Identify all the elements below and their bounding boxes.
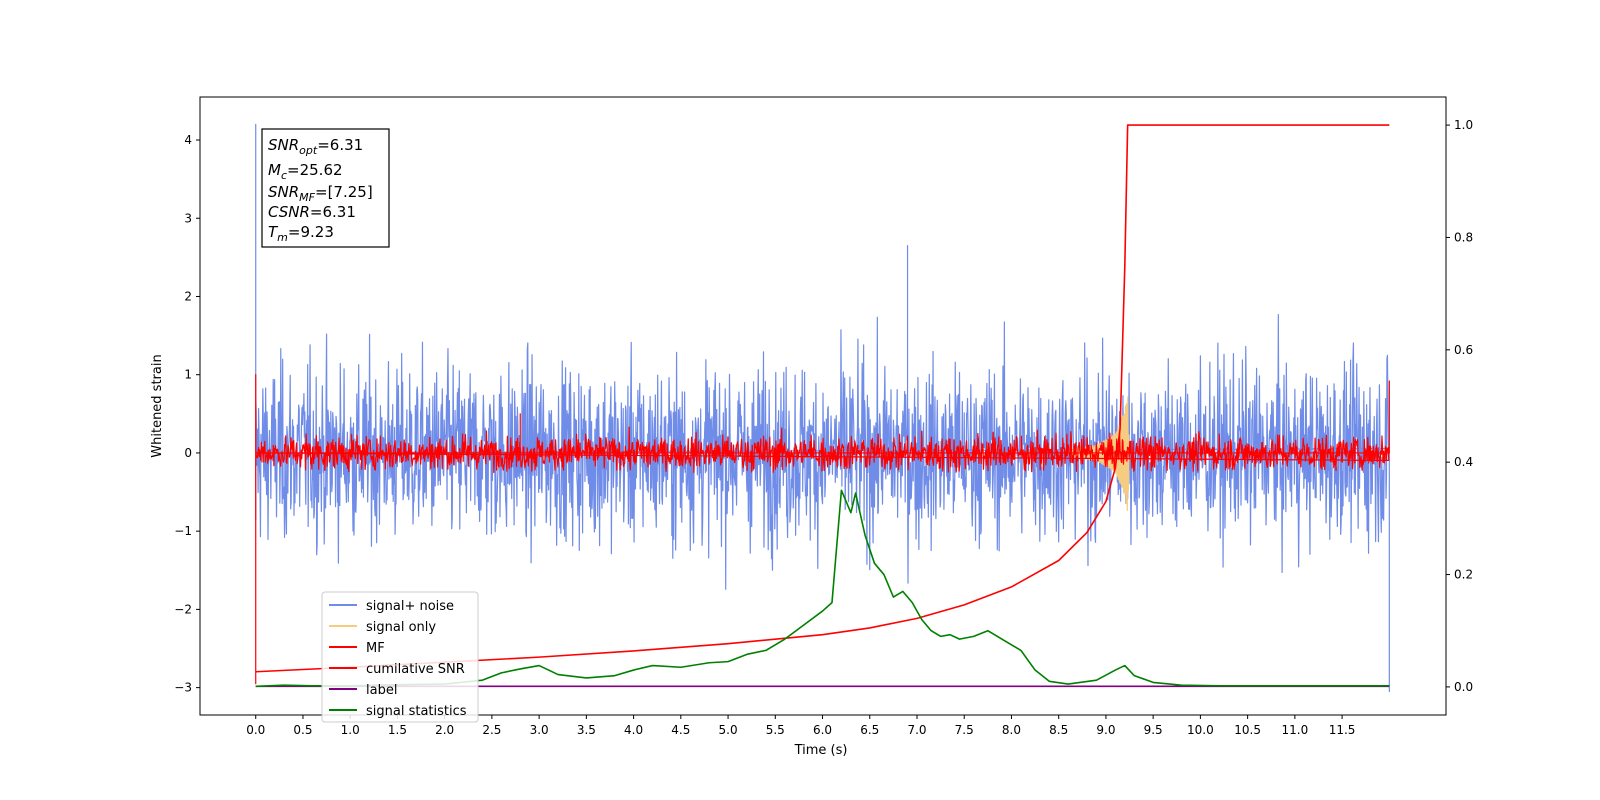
x-tick-label: 3.0 bbox=[530, 723, 549, 737]
y-tick-label: 4 bbox=[184, 133, 192, 147]
info-snr-opt: SNRopt=6.31 bbox=[268, 136, 363, 157]
info-csnr: CSNR=6.31 bbox=[268, 203, 356, 221]
y2-tick-label: 0.4 bbox=[1454, 455, 1473, 469]
series-mf bbox=[255, 374, 1390, 685]
x-tick-label: 8.5 bbox=[1049, 723, 1068, 737]
legend-label-mf: MF bbox=[366, 641, 385, 656]
x-tick-label: 10.5 bbox=[1234, 723, 1261, 737]
y2-tick-label: 0.0 bbox=[1454, 680, 1473, 694]
legend-label-signal-noise: signal+ noise bbox=[366, 599, 454, 614]
x-tick-label: 5.0 bbox=[719, 723, 738, 737]
y-axis-right: 0.0 0.2 0.4 0.6 0.8 1.0 bbox=[1446, 118, 1473, 694]
x-axis: 0.0 0.5 1.0 1.5 2.0 2.5 3.0 3.5 4.0 4.5 5.0 5.5 6.0 6… bbox=[246, 715, 1355, 737]
y2-tick-label: 1.0 bbox=[1454, 118, 1473, 132]
x-tick-label: 7.5 bbox=[955, 723, 974, 737]
legend: signal+ noise signal only MF cumilative … bbox=[321, 591, 479, 723]
y-tick-label: 1 bbox=[184, 368, 192, 382]
info-tm: Tm=9.23 bbox=[268, 223, 334, 244]
legend-label-label: label bbox=[366, 683, 397, 698]
legend-frame bbox=[321, 591, 479, 723]
legend-label-signal-only: signal only bbox=[366, 620, 436, 635]
x-tick-label: 3.5 bbox=[577, 723, 596, 737]
y2-tick-label: 0.6 bbox=[1454, 343, 1473, 357]
x-tick-label: 10.0 bbox=[1187, 723, 1214, 737]
x-tick-label: 11.5 bbox=[1329, 723, 1356, 737]
y-tick-label: 0 bbox=[184, 446, 192, 460]
y-tick-label: −3 bbox=[174, 681, 192, 695]
x-tick-label: 2.5 bbox=[482, 723, 501, 737]
y-tick-label: −1 bbox=[174, 524, 192, 538]
y2-tick-label: 0.8 bbox=[1454, 230, 1473, 244]
series-cumilative-snr bbox=[255, 124, 1390, 673]
x-tick-label: 9.5 bbox=[1144, 723, 1163, 737]
x-tick-label: 1.0 bbox=[341, 723, 360, 737]
x-tick-label: 1.5 bbox=[388, 723, 407, 737]
x-tick-label: 6.5 bbox=[860, 723, 879, 737]
x-tick-label: 4.5 bbox=[671, 723, 690, 737]
info-snr-mf: SNRMF=[7.25] bbox=[268, 183, 373, 204]
x-tick-label: 8.0 bbox=[1002, 723, 1021, 737]
x-tick-label: 2.0 bbox=[435, 723, 454, 737]
info-box: SNRopt=6.31 Mc=25.62 SNRMF=[7.25] CSNR=6… bbox=[261, 128, 390, 248]
y2-tick-label: 0.2 bbox=[1454, 568, 1473, 582]
series-signal-statistics bbox=[255, 489, 1390, 688]
x-tick-label: 4.0 bbox=[624, 723, 643, 737]
x-tick-label: 0.0 bbox=[246, 723, 265, 737]
series-signal-only bbox=[1067, 396, 1130, 511]
y-axis-left: −3 −2 −1 0 1 2 3 4 bbox=[174, 133, 200, 695]
x-tick-label: 9.0 bbox=[1096, 723, 1115, 737]
y-axis-label: Whitened strain bbox=[150, 354, 165, 457]
x-tick-label: 6.0 bbox=[813, 723, 832, 737]
y-tick-label: 3 bbox=[184, 211, 192, 225]
info-box-frame bbox=[261, 128, 390, 248]
legend-label-signal-statistics: signal statistics bbox=[366, 704, 467, 719]
x-tick-label: 11.0 bbox=[1281, 723, 1308, 737]
x-tick-label: 0.5 bbox=[293, 723, 312, 737]
y-tick-label: −2 bbox=[174, 602, 192, 616]
y-tick-label: 2 bbox=[184, 289, 192, 303]
legend-label-cumulative-snr: cumilative SNR bbox=[366, 662, 465, 677]
x-axis-label: Time (s) bbox=[794, 743, 848, 758]
info-mc: Mc=25.62 bbox=[268, 161, 343, 182]
x-tick-label: 7.0 bbox=[907, 723, 926, 737]
x-tick-label: 5.5 bbox=[766, 723, 785, 737]
